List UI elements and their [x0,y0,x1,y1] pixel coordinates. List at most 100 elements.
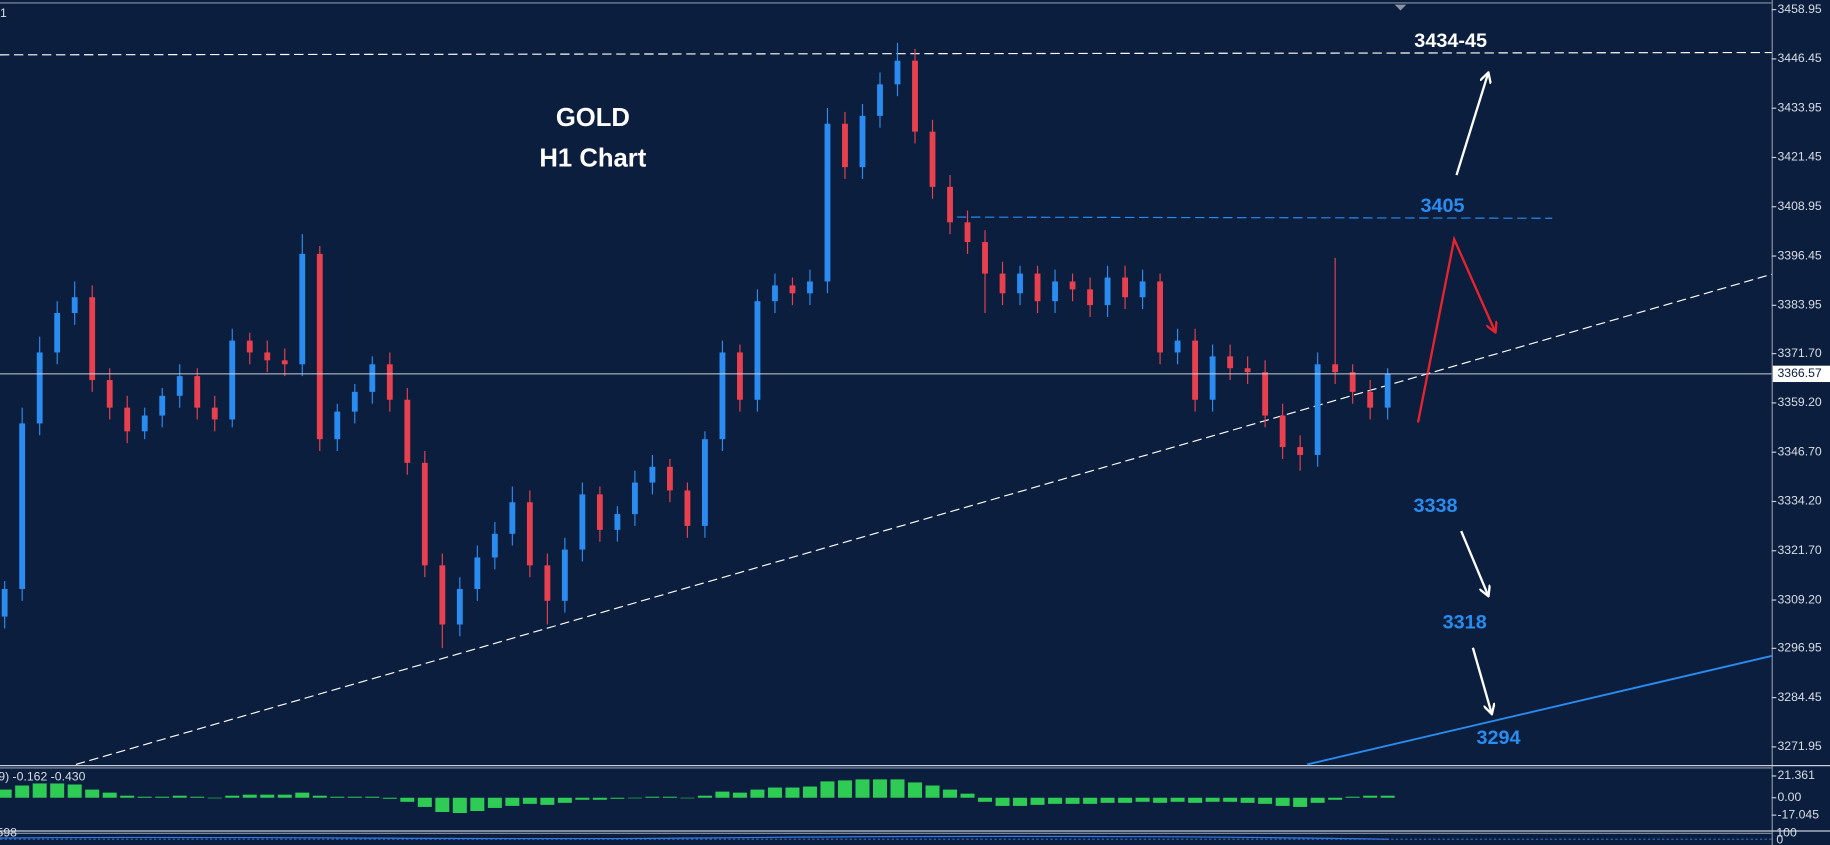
candle-body [1017,273,1023,294]
candle-body [439,565,446,625]
macd-bar [540,797,555,805]
last-price-box [1772,365,1830,383]
candle-body [211,407,218,420]
candle-body [264,352,271,361]
candle-body [947,186,953,223]
candle-body [649,466,656,483]
candle-body [159,395,166,416]
candle-body [194,376,201,408]
candle-body [842,123,848,168]
macd-bar [32,783,47,798]
candle-body [106,380,113,408]
arrow [1455,74,1489,176]
macd-tick-label: 21.361 [1777,768,1815,782]
macd-bar [1135,797,1150,802]
candle-body [666,466,673,491]
candle-body [999,273,1006,294]
candle-body [1104,277,1111,306]
macd-bar [907,782,923,798]
macd-bar [1223,797,1238,802]
candle-body [176,376,183,396]
last-price-label: 3366.57 [1777,366,1821,380]
annotation: 3318 [1443,611,1487,633]
candle-body [299,253,306,365]
macd-bar [242,794,257,798]
y-tick-label: 3408.95 [1777,199,1821,213]
macd-bar [767,787,782,798]
candle-body [316,253,323,440]
candle-body [1384,373,1391,408]
trend-line [75,273,1772,766]
macd-bar [85,789,100,798]
y-tick-label: 3458.95 [1777,2,1821,16]
arrow [1416,235,1495,423]
level-line [957,216,1553,219]
y-tick-label: 3346.70 [1777,444,1821,458]
annotation: 3405 [1420,195,1464,217]
candle-body [509,502,516,534]
candle-body [1034,273,1041,302]
macd-bar [260,794,275,798]
macd-bar [610,797,625,799]
oscillator-line [0,835,1389,840]
macd-bar [120,795,135,798]
y-tick-label: 3446.45 [1777,51,1821,65]
macd-bar [1275,797,1290,806]
macd-bar [1345,796,1360,798]
macd-bar [1048,797,1063,804]
macd-bar [732,792,747,798]
oscillator-tick: 0 [1776,833,1783,845]
macd-bar [557,797,572,803]
macd-bar [943,789,958,798]
candle-body [544,565,551,601]
macd-bar [1118,797,1133,803]
arrow [1471,647,1492,713]
y-tick-label: 3309.20 [1777,592,1821,606]
macd-bar [155,796,170,798]
candle-body [1244,368,1251,373]
resistance-line [0,51,1772,56]
y-tick-label: 3359.20 [1777,395,1821,409]
macd-bar [1258,797,1273,804]
candle-body [54,313,61,353]
macd-bar [50,783,65,798]
macd-bar [67,784,82,798]
macd-bar [1100,797,1115,803]
candle-body [702,439,708,526]
candle-body [19,423,26,590]
annotation: 3434-45 [1414,30,1487,52]
macd-bar [785,787,800,798]
candles [1,42,1391,649]
candle-body [421,462,428,566]
y-tick-label: 3334.20 [1777,494,1821,508]
candle-body [614,514,621,530]
macd-bar [1188,797,1203,803]
candle-body [229,340,236,420]
chart-title: GOLD [556,104,630,132]
macd-bar [1065,797,1080,804]
y-tick-label: 3396.45 [1777,248,1821,262]
candle-body [1209,356,1216,400]
candle-body [491,533,498,558]
annotation: 3338 [1413,495,1457,517]
candle-body [631,482,638,515]
candle-body [1349,372,1356,392]
candle-body [912,60,918,132]
candle-body [281,360,288,365]
corner-label: 1 [0,6,7,20]
candle-body [1122,277,1128,298]
channel-line [1306,655,1772,766]
candle-body [141,415,148,432]
candle-body [1139,281,1146,298]
macd-bar [1030,797,1045,805]
candle-body [386,364,393,400]
shift-marker [1394,4,1407,11]
oscillator-tick: 100 [1776,826,1797,840]
macd-bar [680,797,695,799]
y-tick-label: 3421.45 [1777,150,1821,164]
macd-bar [312,795,327,798]
macd-bar [750,789,765,798]
candle-body [1192,340,1199,400]
